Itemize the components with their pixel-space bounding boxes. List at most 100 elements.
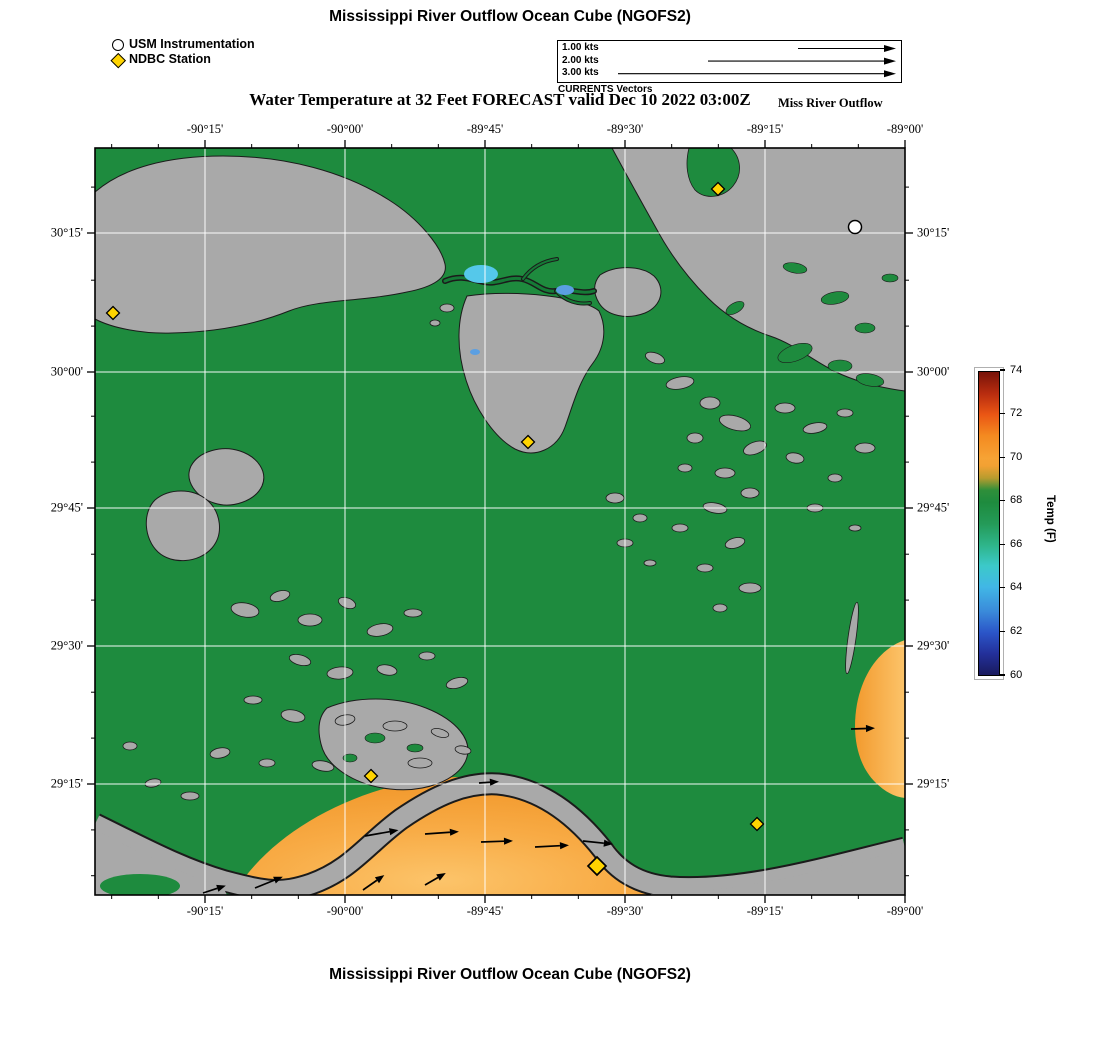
y-axis-label-right: 29°30' xyxy=(917,638,950,653)
marsh-islet xyxy=(854,442,876,454)
y-axis-label-right: 29°45' xyxy=(917,500,950,515)
y-axis-label-right: 30°00' xyxy=(917,364,950,379)
x-axis-label-bottom: -89°15' xyxy=(746,904,784,918)
marsh-islet xyxy=(269,590,291,602)
vector-legend-arrows xyxy=(618,45,896,78)
marsh-islet xyxy=(802,422,828,434)
vector-arrowhead xyxy=(503,837,513,845)
marsh-islet xyxy=(209,747,231,759)
legend-vector-arrowhead xyxy=(884,70,896,78)
x-axis-label-bottom: -89°45' xyxy=(466,904,504,918)
marsh-southwest xyxy=(318,698,469,791)
vector-shaft xyxy=(202,887,218,894)
map-border xyxy=(94,147,906,896)
vector-legend-3kt-label: 3.00 kts xyxy=(562,67,599,78)
marsh-islet xyxy=(445,676,469,690)
marsh-islet xyxy=(845,601,859,675)
marsh-islet xyxy=(429,319,441,327)
marsh-islet xyxy=(288,653,312,667)
water-hole xyxy=(725,301,745,315)
marsh-islet xyxy=(738,582,762,594)
marsh-islet xyxy=(671,523,689,533)
y-axis-label-left: 29°15' xyxy=(50,776,83,791)
river-levee-band xyxy=(95,774,905,895)
vector-shaft xyxy=(364,830,390,837)
legend-vector-arrowhead xyxy=(884,57,896,65)
land-northwest xyxy=(95,155,446,334)
marsh-islet xyxy=(376,664,398,676)
x-axis-label-bottom: -89°00' xyxy=(886,904,924,918)
vector-shaft xyxy=(254,879,275,889)
x-axis-label-top: -89°30' xyxy=(606,122,644,136)
usm-station-marker xyxy=(847,219,863,235)
vector-arrowhead xyxy=(389,828,399,836)
marsh-islet xyxy=(836,408,854,418)
water-hole xyxy=(364,732,386,744)
axis-ticks xyxy=(87,140,913,903)
water-hole xyxy=(827,359,853,373)
current-vector-arrows xyxy=(202,724,875,894)
marsh-islet xyxy=(180,791,200,801)
marsh-islet xyxy=(454,745,472,755)
colorbar-tick xyxy=(1000,630,1005,633)
colorbar-tick xyxy=(1000,674,1005,676)
region-label: Miss River Outflow xyxy=(778,96,883,110)
cold-water-patch xyxy=(464,265,498,283)
colorbar-tick-label: 70 xyxy=(1010,450,1023,463)
map-frame: -90°15' -90°15' -90°00' -90°00' -89°45' -89°4… xyxy=(51,122,950,918)
river-branch xyxy=(522,258,558,280)
marsh-islet xyxy=(382,720,408,732)
colorbar-tick-label: 66 xyxy=(1010,537,1023,550)
ndbc-station-marker xyxy=(710,181,726,197)
colorbar-tick xyxy=(1000,412,1005,415)
water-hole xyxy=(777,342,813,364)
vector-arrowhead xyxy=(273,876,283,884)
colorbar-tick-label: 62 xyxy=(1010,624,1023,637)
warm-water-right-patch xyxy=(855,640,905,798)
marsh-islet xyxy=(643,559,657,567)
marsh-islet xyxy=(712,603,728,613)
vector-legend-1kt-label: 1.00 kts xyxy=(562,42,599,53)
vector-shaft xyxy=(582,840,604,845)
page-title: Mississippi River Outflow Ocean Cube (NG… xyxy=(329,8,691,25)
vector-arrowhead xyxy=(559,842,569,850)
colorbar-tick xyxy=(1000,543,1005,545)
ndbc-legend-label: NDBC Station xyxy=(129,52,211,66)
marsh-islet xyxy=(407,757,433,769)
water-hole xyxy=(854,322,876,334)
water-hole xyxy=(342,753,358,763)
y-axis-label-left: 30°00' xyxy=(50,364,83,379)
marsh-islet xyxy=(724,537,746,549)
usm-instrumentation-icon xyxy=(112,39,124,51)
colorbar-tick-label: 74 xyxy=(1010,363,1023,376)
colorbar-tick-label: 68 xyxy=(1010,494,1023,507)
marsh-islet xyxy=(740,487,760,499)
x-axis-label-top: -89°15' xyxy=(746,122,784,136)
colorbar-gradient xyxy=(978,371,1000,676)
marsh-islet xyxy=(122,741,138,751)
colorbar-tick-label: 60 xyxy=(1010,668,1023,681)
x-axis-label-bottom: -89°30' xyxy=(606,904,644,918)
ndbc-station-marker xyxy=(749,816,765,832)
colorbar-axis-label: Temp (F) xyxy=(1044,495,1056,543)
marsh-islet xyxy=(848,524,862,532)
marsh-islet xyxy=(719,414,751,432)
water-corner-pocket xyxy=(100,874,180,895)
y-axis-label-right: 30°15' xyxy=(917,225,950,240)
island-west-2 xyxy=(145,490,220,562)
vector-shaft xyxy=(478,781,491,784)
marsh-islet xyxy=(632,513,648,523)
station-markers xyxy=(105,181,863,877)
marsh-islet xyxy=(403,608,423,618)
marsh-islet xyxy=(645,351,665,365)
vector-arrowhead xyxy=(449,828,459,836)
colorbar-tick xyxy=(1000,369,1005,371)
x-axis-label-top: -90°15' xyxy=(186,122,224,136)
water-hole xyxy=(406,743,424,753)
colorbar-tick xyxy=(1000,587,1005,589)
marsh-islet xyxy=(827,473,843,483)
colorbar-frame xyxy=(974,367,1004,680)
x-axis-label-top: -90°00' xyxy=(326,122,364,136)
vector-arrowhead xyxy=(216,884,226,892)
x-axis-label-bottom: -90°15' xyxy=(186,904,224,918)
